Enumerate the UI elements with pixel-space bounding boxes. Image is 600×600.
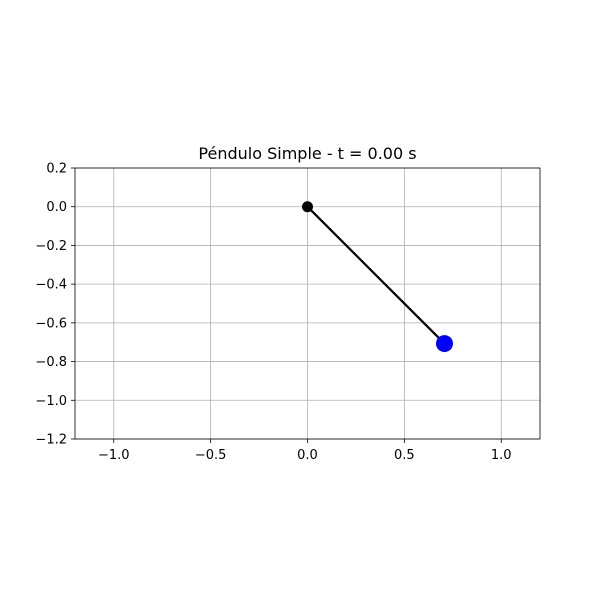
x-tick-label: −0.5 bbox=[195, 448, 227, 463]
pendulum-rod bbox=[306, 205, 446, 345]
ticks: −1.0 −0.5 0.0 0.5 1.0 0.2 0.0 −0.2 −0.4 −0.6 −0.8 −… bbox=[35, 162, 511, 464]
x-tick-label: 0.0 bbox=[297, 448, 318, 463]
y-tick-label: −1.0 bbox=[35, 394, 67, 409]
pendulum-pivot bbox=[302, 201, 313, 213]
chart-title: Péndulo Simple - t = 0.00 s bbox=[198, 144, 416, 163]
y-tick-label: −1.2 bbox=[35, 433, 67, 448]
y-tick-label: −0.8 bbox=[35, 355, 67, 370]
y-tick-label: −0.2 bbox=[35, 239, 67, 254]
x-tick-label: 1.0 bbox=[491, 448, 512, 463]
pendulum-bob bbox=[435, 335, 453, 353]
x-tick-label: 0.5 bbox=[394, 448, 415, 463]
y-tick-label: −0.6 bbox=[35, 316, 67, 331]
x-tick-label: −1.0 bbox=[98, 448, 130, 463]
y-tick-label: 0.0 bbox=[46, 200, 67, 215]
y-tick-label: −0.4 bbox=[35, 278, 67, 293]
y-tick-label: 0.2 bbox=[46, 162, 67, 177]
